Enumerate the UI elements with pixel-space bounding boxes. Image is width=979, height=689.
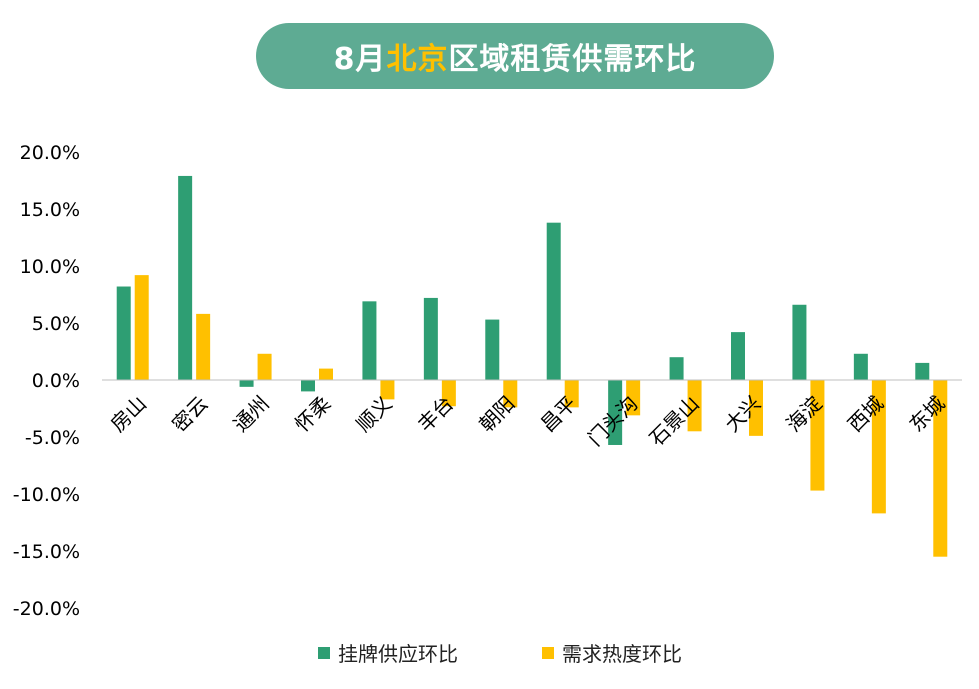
supply-bar-11 — [792, 304, 807, 380]
demand-bar-9 — [687, 380, 702, 432]
supply-bar-9 — [669, 357, 684, 380]
title-highlight: 北京 — [386, 42, 449, 77]
legend-label-demand: 需求热度环比 — [562, 642, 682, 666]
y-tick-label: 10.0% — [20, 256, 80, 278]
supply-bar-6 — [485, 319, 500, 380]
supply-bar-2 — [239, 380, 254, 387]
legend-item-supply: 挂牌供应环比 — [318, 638, 458, 667]
demand-bar-7 — [564, 380, 579, 408]
title-prefix: 8月 — [333, 42, 387, 77]
demand-bar-0 — [134, 275, 149, 380]
supply-bar-5 — [423, 297, 438, 380]
legend-swatch-demand — [542, 646, 554, 659]
y-tick-label: 15.0% — [20, 199, 80, 221]
category-label: 房山 — [106, 391, 151, 436]
demand-bar-12 — [871, 380, 886, 514]
legend-swatch-supply — [318, 646, 330, 659]
title-suffix: 区域租赁供需环比 — [448, 42, 697, 77]
y-tick-label: -15.0% — [13, 541, 80, 563]
chart-title: 8月 北京 区域租赁供需环比 — [256, 23, 774, 89]
supply-bar-10 — [731, 332, 745, 380]
supply-bar-12 — [853, 353, 868, 380]
supply-bar-13 — [915, 362, 930, 380]
demand-bar-3 — [319, 368, 333, 380]
demand-bar-5 — [441, 380, 456, 407]
supply-bar-3 — [301, 380, 315, 392]
demand-bar-2 — [257, 353, 272, 380]
supply-bar-7 — [546, 222, 561, 380]
demand-bar-4 — [380, 380, 395, 400]
demand-bar-10 — [749, 380, 763, 436]
category-label: 密云 — [167, 391, 212, 436]
y-tick-label: 20.0% — [20, 142, 80, 164]
legend: 挂牌供应环比 需求热度环比 — [0, 638, 979, 668]
demand-bar-8 — [626, 380, 641, 416]
y-tick-label: -5.0% — [25, 427, 80, 449]
category-label: 通州 — [229, 391, 274, 436]
y-tick-label: 0.0% — [32, 370, 80, 392]
demand-bar-6 — [503, 380, 518, 408]
y-tick-label: 5.0% — [32, 313, 80, 335]
legend-label-supply: 挂牌供应环比 — [338, 642, 458, 666]
category-label: 怀柔 — [290, 391, 335, 436]
supply-bar-1 — [178, 175, 193, 380]
demand-bar-11 — [810, 380, 825, 491]
y-tick-label: -10.0% — [13, 484, 80, 506]
legend-item-demand: 需求热度环比 — [542, 638, 682, 667]
y-tick-label: -20.0% — [13, 598, 80, 620]
demand-bar-13 — [933, 380, 948, 557]
demand-bar-1 — [196, 313, 211, 380]
supply-bar-8 — [608, 380, 623, 445]
supply-bar-0 — [116, 286, 131, 380]
supply-bar-4 — [362, 301, 377, 380]
